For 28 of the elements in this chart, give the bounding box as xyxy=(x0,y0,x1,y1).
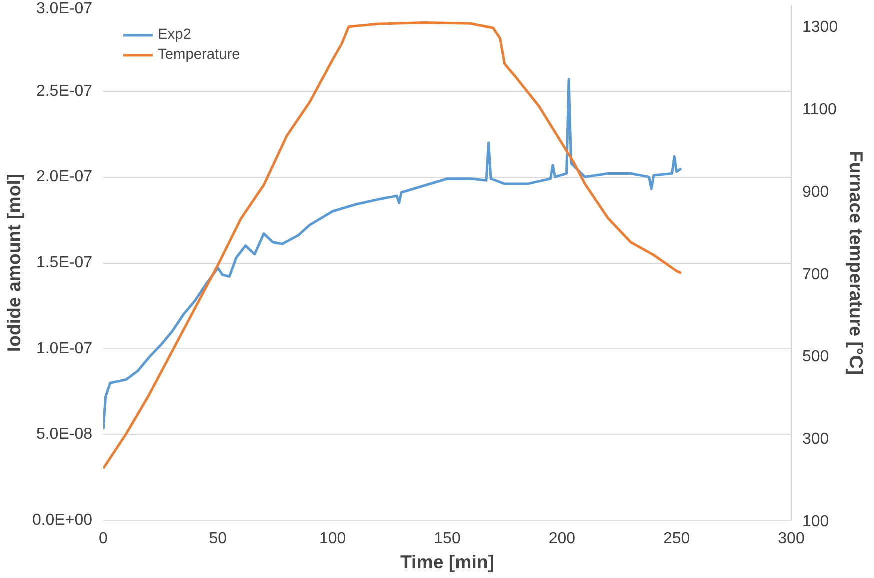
y-axis-title: Iodide amount [mol] xyxy=(3,174,24,352)
y2-tick-label: 1300 xyxy=(802,19,838,36)
x-tick-label: 250 xyxy=(663,530,690,548)
y2-tick-label: 900 xyxy=(802,184,830,201)
x-tick-label: 200 xyxy=(548,530,576,548)
y-tick-label: 5.0E-08 xyxy=(36,426,93,444)
line-series xyxy=(104,78,683,431)
line-series xyxy=(104,22,683,470)
y-tick-label: 2.0E-07 xyxy=(36,168,93,186)
y2-tick-label: 300 xyxy=(802,431,830,448)
y-tick-label: 1.0E-07 xyxy=(36,340,93,358)
y-tick-label: 1.5E-07 xyxy=(36,254,93,272)
y2-tick-label: 500 xyxy=(802,348,830,366)
y2-tick-label: 100 xyxy=(802,514,830,530)
legend-label: Exp2 xyxy=(158,27,192,43)
y2-tick-label: 1100 xyxy=(802,102,838,118)
x-tick-label: 0 xyxy=(99,530,108,548)
y-tick-label: 0.0E+00 xyxy=(32,512,93,529)
y-tick-label: 2.5E-07 xyxy=(36,82,93,100)
y2-axis-title: Furnace temperature [°C] xyxy=(846,150,868,376)
legend-label: Temperature xyxy=(158,47,240,63)
y2-tick-label: 700 xyxy=(802,266,830,284)
x-axis-title: Time [min] xyxy=(400,552,494,572)
x-tick-label: 100 xyxy=(319,530,346,548)
y-tick-label: 3.0E-07 xyxy=(36,0,93,18)
x-tick-label: 50 xyxy=(209,530,228,548)
x-tick-label: 150 xyxy=(434,530,461,548)
x-tick-label: 300 xyxy=(778,530,805,548)
